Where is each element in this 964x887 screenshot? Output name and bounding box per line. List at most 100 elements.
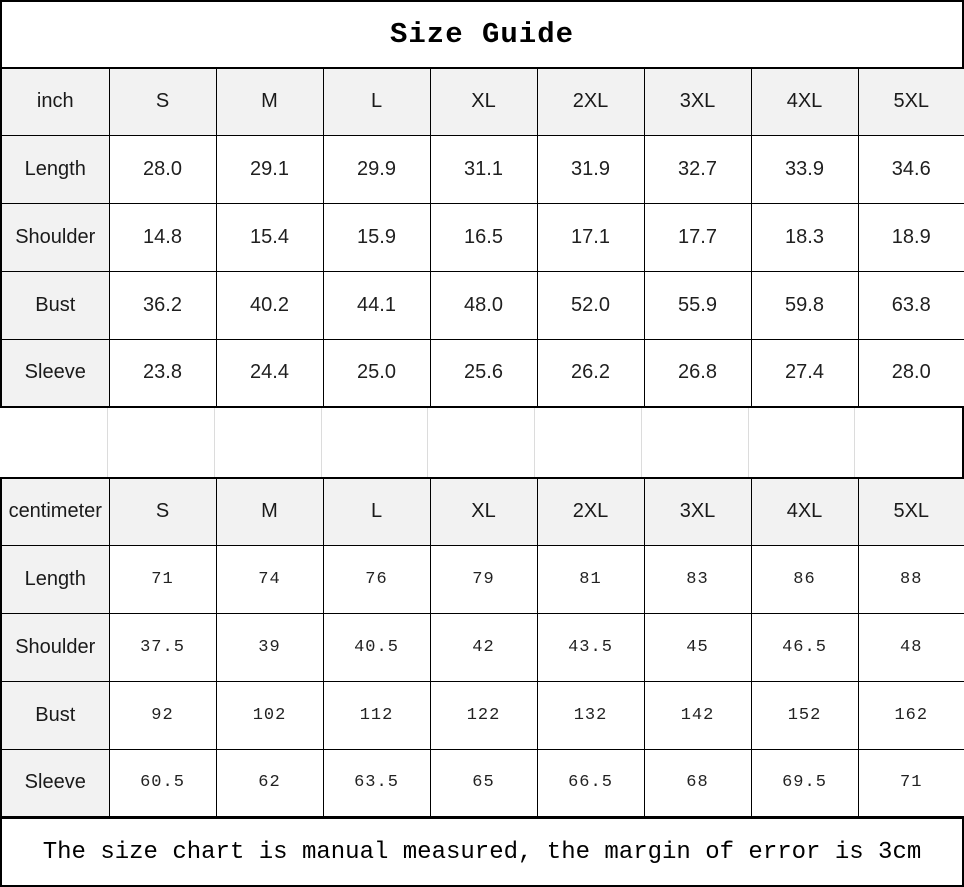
value-cell: 76 bbox=[322, 544, 431, 614]
size-header-cell: 5XL bbox=[857, 67, 964, 136]
size-header-cell: 3XL bbox=[643, 477, 752, 546]
row-label: Length bbox=[0, 544, 110, 614]
size-header-cell: S bbox=[108, 67, 217, 136]
value-cell: 92 bbox=[108, 680, 217, 750]
row-label: Bust bbox=[0, 680, 110, 750]
spacer-row bbox=[0, 408, 964, 477]
value-cell: 132 bbox=[536, 680, 645, 750]
value-cell: 23.8 bbox=[108, 338, 217, 408]
value-cell: 29.9 bbox=[322, 134, 431, 204]
measurement-disclaimer: The size chart is manual measured, the m… bbox=[0, 818, 964, 887]
value-cell: 45 bbox=[643, 612, 752, 682]
value-cell: 68 bbox=[643, 748, 752, 818]
value-cell: 74 bbox=[215, 544, 324, 614]
value-cell: 65 bbox=[429, 748, 538, 818]
size-header-cell: XL bbox=[429, 477, 538, 546]
unit-label: centimeter bbox=[0, 477, 110, 546]
value-cell: 44.1 bbox=[322, 270, 431, 340]
value-cell: 86 bbox=[750, 544, 859, 614]
value-cell: 29.1 bbox=[215, 134, 324, 204]
value-cell: 25.0 bbox=[322, 338, 431, 408]
value-cell: 42 bbox=[429, 612, 538, 682]
value-cell: 142 bbox=[643, 680, 752, 750]
value-cell: 102 bbox=[215, 680, 324, 750]
value-cell: 25.6 bbox=[429, 338, 538, 408]
value-cell: 81 bbox=[536, 544, 645, 614]
value-cell: 28.0 bbox=[857, 338, 964, 408]
value-cell: 48.0 bbox=[429, 270, 538, 340]
value-cell: 17.1 bbox=[536, 202, 645, 272]
value-cell: 39 bbox=[215, 612, 324, 682]
row-label: Bust bbox=[0, 270, 110, 340]
value-cell: 26.8 bbox=[643, 338, 752, 408]
value-cell: 122 bbox=[429, 680, 538, 750]
value-cell: 112 bbox=[322, 680, 431, 750]
table-row: Sleeve 60.5 62 63.5 65 66.5 68 69.5 71 bbox=[0, 748, 964, 818]
value-cell: 60.5 bbox=[108, 748, 217, 818]
inch-size-table: inch S M L XL 2XL 3XL 4XL 5XL Length 28.… bbox=[0, 67, 964, 408]
size-header-cell: XL bbox=[429, 67, 538, 136]
value-cell: 152 bbox=[750, 680, 859, 750]
value-cell: 34.6 bbox=[857, 134, 964, 204]
value-cell: 18.3 bbox=[750, 202, 859, 272]
row-label: Length bbox=[0, 134, 110, 204]
value-cell: 66.5 bbox=[536, 748, 645, 818]
value-cell: 69.5 bbox=[750, 748, 859, 818]
value-cell: 59.8 bbox=[750, 270, 859, 340]
size-header-cell: M bbox=[215, 67, 324, 136]
value-cell: 27.4 bbox=[750, 338, 859, 408]
value-cell: 63.8 bbox=[857, 270, 964, 340]
value-cell: 63.5 bbox=[322, 748, 431, 818]
value-cell: 36.2 bbox=[108, 270, 217, 340]
value-cell: 52.0 bbox=[536, 270, 645, 340]
value-cell: 43.5 bbox=[536, 612, 645, 682]
value-cell: 28.0 bbox=[108, 134, 217, 204]
value-cell: 31.1 bbox=[429, 134, 538, 204]
value-cell: 55.9 bbox=[643, 270, 752, 340]
inch-header-row: inch S M L XL 2XL 3XL 4XL 5XL bbox=[0, 67, 964, 136]
value-cell: 83 bbox=[643, 544, 752, 614]
value-cell: 15.9 bbox=[322, 202, 431, 272]
row-label: Sleeve bbox=[0, 748, 110, 818]
size-header-cell: 5XL bbox=[857, 477, 964, 546]
table-row: Sleeve 23.8 24.4 25.0 25.6 26.2 26.8 27.… bbox=[0, 338, 964, 408]
value-cell: 37.5 bbox=[108, 612, 217, 682]
size-header-cell: 4XL bbox=[750, 67, 859, 136]
value-cell: 26.2 bbox=[536, 338, 645, 408]
table-row: Bust 36.2 40.2 44.1 48.0 52.0 55.9 59.8 … bbox=[0, 270, 964, 340]
size-header-cell: L bbox=[322, 477, 431, 546]
value-cell: 71 bbox=[108, 544, 217, 614]
value-cell: 40.2 bbox=[215, 270, 324, 340]
value-cell: 88 bbox=[857, 544, 964, 614]
value-cell: 17.7 bbox=[643, 202, 752, 272]
size-header-cell: M bbox=[215, 477, 324, 546]
value-cell: 40.5 bbox=[322, 612, 431, 682]
value-cell: 162 bbox=[857, 680, 964, 750]
value-cell: 16.5 bbox=[429, 202, 538, 272]
size-header-cell: S bbox=[108, 477, 217, 546]
value-cell: 46.5 bbox=[750, 612, 859, 682]
size-header-cell: 4XL bbox=[750, 477, 859, 546]
value-cell: 62 bbox=[215, 748, 324, 818]
table-row: Shoulder 14.8 15.4 15.9 16.5 17.1 17.7 1… bbox=[0, 202, 964, 272]
value-cell: 33.9 bbox=[750, 134, 859, 204]
size-header-cell: 2XL bbox=[536, 67, 645, 136]
row-label: Sleeve bbox=[0, 338, 110, 408]
value-cell: 48 bbox=[857, 612, 964, 682]
value-cell: 31.9 bbox=[536, 134, 645, 204]
table-row: Length 28.0 29.1 29.9 31.1 31.9 32.7 33.… bbox=[0, 134, 964, 204]
table-row: Shoulder 37.5 39 40.5 42 43.5 45 46.5 48 bbox=[0, 612, 964, 682]
unit-label: inch bbox=[0, 67, 110, 136]
value-cell: 18.9 bbox=[857, 202, 964, 272]
row-label: Shoulder bbox=[0, 612, 110, 682]
size-header-cell: 2XL bbox=[536, 477, 645, 546]
centimeter-header-row: centimeter S M L XL 2XL 3XL 4XL 5XL bbox=[0, 477, 964, 546]
value-cell: 15.4 bbox=[215, 202, 324, 272]
value-cell: 14.8 bbox=[108, 202, 217, 272]
centimeter-size-table: centimeter S M L XL 2XL 3XL 4XL 5XL Leng… bbox=[0, 477, 964, 818]
value-cell: 71 bbox=[857, 748, 964, 818]
size-header-cell: 3XL bbox=[643, 67, 752, 136]
table-row: Bust 92 102 112 122 132 142 152 162 bbox=[0, 680, 964, 750]
value-cell: 32.7 bbox=[643, 134, 752, 204]
